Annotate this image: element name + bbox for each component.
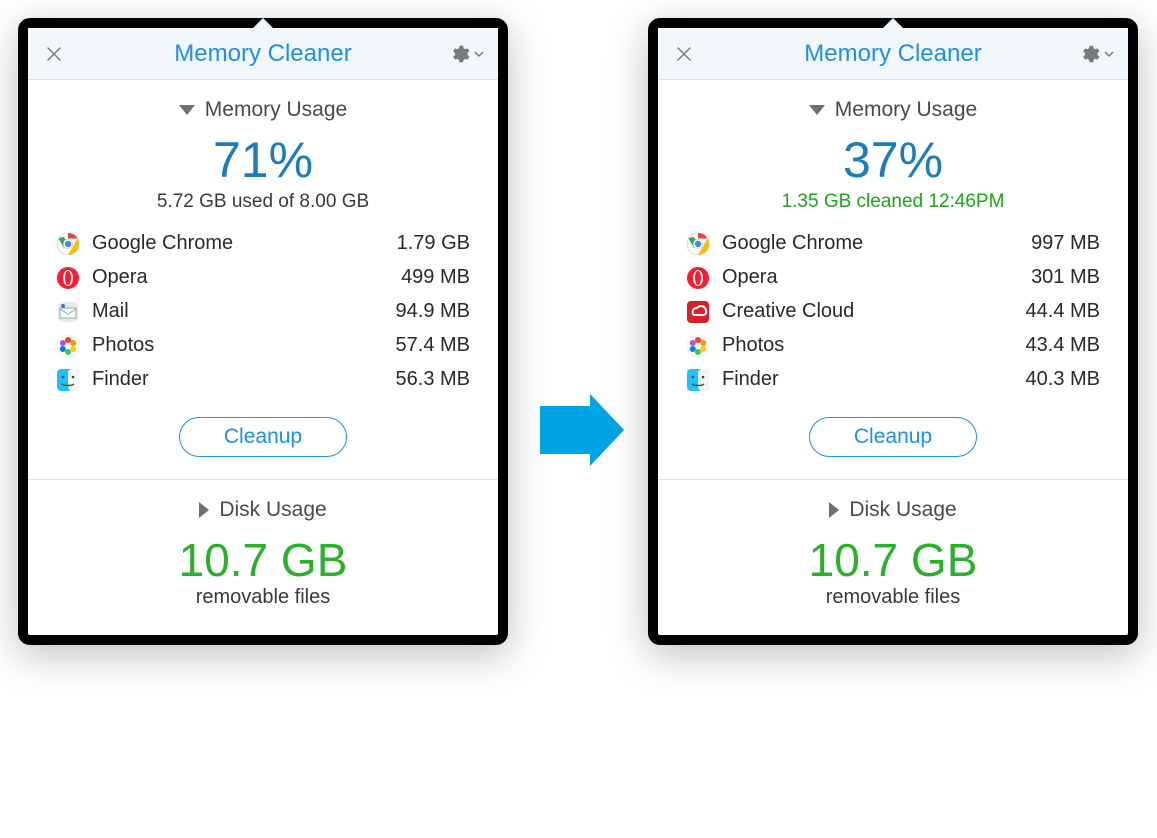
chevron-down-icon (474, 49, 484, 59)
comparison-stage: Memory Cleaner Memory Usage 71% 5.72 GB … (0, 0, 1157, 838)
app-title: Memory Cleaner (28, 40, 498, 68)
photos-icon (686, 334, 710, 358)
disk-caption: removable files (658, 586, 1128, 609)
app-size: 94.9 MB (396, 300, 470, 323)
app-name: Mail (92, 300, 396, 323)
opera-icon (686, 266, 710, 290)
app-list: Google Chrome 997 MB Opera 301 MB Creati… (658, 227, 1128, 397)
app-size: 1.79 GB (397, 232, 470, 255)
memory-subline: 1.35 GB cleaned 12:46PM (658, 191, 1128, 213)
app-size: 57.4 MB (396, 334, 470, 357)
app-row[interactable]: Google Chrome 1.79 GB (56, 227, 470, 261)
disclosure-down-icon (809, 105, 825, 115)
disclosure-right-icon (829, 502, 839, 518)
settings-button[interactable] (448, 43, 484, 65)
app-row[interactable]: Opera 499 MB (56, 261, 470, 295)
app-size: 997 MB (1031, 232, 1100, 255)
app-size: 40.3 MB (1026, 368, 1100, 391)
cleanup-wrap: Cleanup (658, 397, 1128, 479)
disk-section-header[interactable]: Disk Usage (28, 480, 498, 530)
panel-content: Memory Usage 37% 1.35 GB cleaned 12:46PM… (658, 80, 1128, 635)
memory-section-header[interactable]: Memory Usage (658, 80, 1128, 130)
app-size: 499 MB (401, 266, 470, 289)
opera-icon (56, 266, 80, 290)
mail-icon (56, 300, 80, 324)
creative-cloud-icon (686, 300, 710, 324)
disk-section-label: Disk Usage (219, 498, 326, 522)
memory-section-label: Memory Usage (835, 98, 977, 122)
app-list: Google Chrome 1.79 GB Opera 499 MB Mail … (28, 227, 498, 397)
disk-section-header[interactable]: Disk Usage (658, 480, 1128, 530)
app-name: Opera (92, 266, 401, 289)
app-row[interactable]: Creative Cloud 44.4 MB (686, 295, 1100, 329)
app-row[interactable]: Photos 43.4 MB (686, 329, 1100, 363)
disk-value: 10.7 GB (658, 536, 1128, 584)
app-size: 43.4 MB (1026, 334, 1100, 357)
transition-arrow (540, 388, 624, 472)
app-size: 301 MB (1031, 266, 1100, 289)
disk-section-label: Disk Usage (849, 498, 956, 522)
memory-section-header[interactable]: Memory Usage (28, 80, 498, 130)
memory-subline: 5.72 GB used of 8.00 GB (28, 191, 498, 213)
app-name: Google Chrome (722, 232, 1031, 255)
disclosure-right-icon (199, 502, 209, 518)
app-row[interactable]: Finder 56.3 MB (56, 363, 470, 397)
panel-after: Memory Cleaner Memory Usage 37% 1.35 GB … (648, 18, 1138, 645)
panel-before: Memory Cleaner Memory Usage 71% 5.72 GB … (18, 18, 508, 645)
gear-icon (1078, 43, 1100, 65)
app-size: 56.3 MB (396, 368, 470, 391)
app-name: Finder (722, 368, 1026, 391)
settings-button[interactable] (1078, 43, 1114, 65)
app-size: 44.4 MB (1026, 300, 1100, 323)
titlebar: Memory Cleaner (658, 28, 1128, 80)
close-button[interactable] (672, 42, 696, 66)
app-name: Photos (92, 334, 396, 357)
memory-section-label: Memory Usage (205, 98, 347, 122)
chrome-icon (686, 232, 710, 256)
cleanup-wrap: Cleanup (28, 397, 498, 479)
finder-icon (56, 368, 80, 392)
gear-icon (448, 43, 470, 65)
app-row[interactable]: Google Chrome 997 MB (686, 227, 1100, 261)
cleanup-button[interactable]: Cleanup (179, 417, 347, 457)
memory-percent: 71% (28, 134, 498, 187)
app-row[interactable]: Opera 301 MB (686, 261, 1100, 295)
disk-value: 10.7 GB (28, 536, 498, 584)
close-button[interactable] (42, 42, 66, 66)
memory-percent: 37% (658, 134, 1128, 187)
app-row[interactable]: Photos 57.4 MB (56, 329, 470, 363)
finder-icon (686, 368, 710, 392)
disk-caption: removable files (28, 586, 498, 609)
disclosure-down-icon (179, 105, 195, 115)
titlebar: Memory Cleaner (28, 28, 498, 80)
photos-icon (56, 334, 80, 358)
app-name: Google Chrome (92, 232, 397, 255)
cleanup-button[interactable]: Cleanup (809, 417, 977, 457)
chevron-down-icon (1104, 49, 1114, 59)
chrome-icon (56, 232, 80, 256)
app-name: Photos (722, 334, 1026, 357)
app-row[interactable]: Finder 40.3 MB (686, 363, 1100, 397)
app-title: Memory Cleaner (658, 40, 1128, 68)
app-name: Finder (92, 368, 396, 391)
app-row[interactable]: Mail 94.9 MB (56, 295, 470, 329)
app-name: Creative Cloud (722, 300, 1026, 323)
panel-content: Memory Usage 71% 5.72 GB used of 8.00 GB… (28, 80, 498, 635)
app-name: Opera (722, 266, 1031, 289)
